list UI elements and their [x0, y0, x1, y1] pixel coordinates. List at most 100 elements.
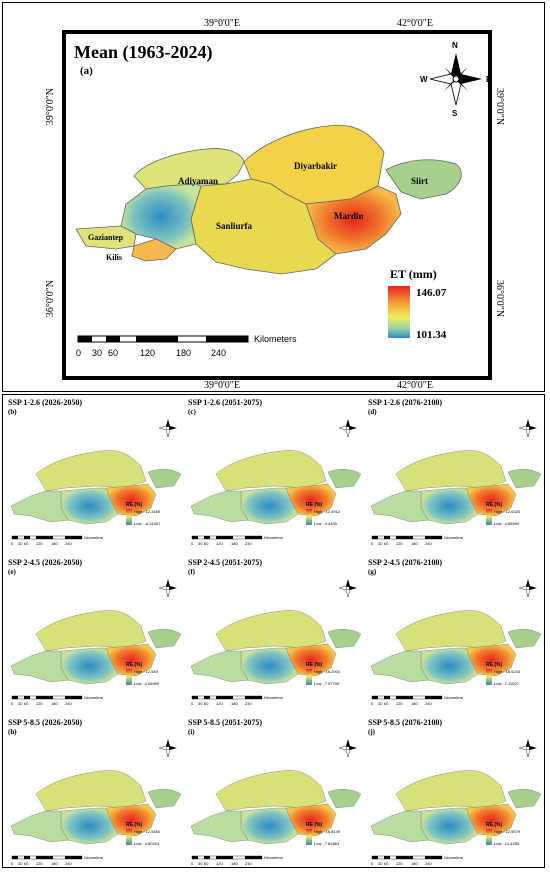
panel-legend-title: RE (%) [126, 502, 142, 508]
scenario-grid-frame [2, 394, 545, 868]
label-adiyaman: Adiyaman [178, 176, 218, 186]
label-kilis: Kilis [106, 253, 122, 262]
compass-n: N [452, 41, 458, 50]
panel-scale-tick: 240 [245, 541, 252, 546]
panel-scale-tick: 0 [371, 861, 374, 866]
compass-rose-icon [338, 419, 357, 438]
main-map-frame [2, 2, 545, 392]
panel-scale-tick: 180 [231, 541, 238, 546]
lon-label-top-1: 39°0'0"E [204, 18, 240, 29]
panel-scale-unit: Kilometers [84, 695, 103, 700]
scale-tick-240: 240 [211, 348, 226, 358]
panel-scale-tick: 0 [371, 541, 374, 546]
compass-rose-icon [518, 579, 537, 598]
panel-scale-tick: 0 [191, 541, 194, 546]
panel-legend-title: RE (%) [486, 822, 502, 828]
panel-region-west [190, 810, 249, 843]
panel-scale-tick: 30 [18, 701, 23, 706]
panel-scale-tick: 60 [384, 701, 389, 706]
panel-scale-tick: 240 [425, 861, 432, 866]
compass-rose-icon [518, 419, 537, 438]
panel-legend-title: RE (%) [126, 662, 142, 668]
panel-legend-bar [306, 829, 312, 845]
panel-scale-tick: 120 [216, 701, 223, 706]
panel-legend-low: Low : -6.51067 [134, 521, 161, 526]
panel-scale-bar [191, 535, 263, 540]
panel-region-west [190, 650, 249, 683]
panel-scale-tick: 0 [191, 861, 194, 866]
panel-map-svg: RE (%) High : 12.4912 Low : 4.4439 0 30 … [190, 419, 362, 546]
scenario-panel: SSP 1-2.6 (2026-2050) (b) [6, 396, 188, 554]
panel-scale-tick: 60 [24, 541, 29, 546]
panel-scale-tick: 30 [378, 861, 383, 866]
panel-label: (h) [8, 728, 17, 736]
main-map-svg: Diyarbakir Siirt Adiyaman Mardin Sanliur… [74, 41, 492, 358]
panel-label: (c) [188, 408, 196, 416]
legend-title: ET (mm) [390, 267, 437, 281]
panel-region-north [215, 770, 327, 812]
panel-scale-tick: 30 [18, 541, 23, 546]
scenario-panel: SSP 1-2.6 (2051-2075) (c) [186, 396, 368, 554]
panel-region-north [395, 610, 507, 652]
panel-scale-tick: 180 [231, 701, 238, 706]
lon-label-bottom-1: 39°0'0"E [204, 380, 240, 391]
lat-label-right-2: 36°0'0"N [494, 280, 505, 318]
label-siirt: Siirt [411, 176, 428, 186]
panel-map-svg: RE (%) High : 12.549 Low : 4.06999 0 30 … [10, 579, 182, 706]
lat-label-left-2: 36°0'0"N [45, 280, 56, 318]
panel-scale-tick: 180 [411, 861, 418, 866]
lat-label-left-1: 39°0'0"N [45, 88, 56, 126]
panel-scale-unit: Kilometers [444, 855, 463, 860]
region-sanliurfa [190, 178, 337, 275]
scale-tick-0: 0 [76, 348, 81, 358]
panel-region-north [215, 610, 327, 652]
panel-map-svg: RE (%) High : 12.6320 Low : 4.86599 0 30… [370, 419, 542, 546]
panel-legend-low: Low : 4.86599 [494, 521, 520, 526]
label-sanliurfa: Sanliurfa [216, 221, 253, 231]
panel-label: (b) [8, 408, 17, 416]
panel-scale-tick: 120 [216, 861, 223, 866]
panel-legend-high: High : 22.5579 [494, 829, 521, 834]
panel-legend-title: RE (%) [306, 822, 322, 828]
panel-map-svg: RE (%) High : 22.5579 Low : 12.4255 0 30… [370, 739, 542, 866]
scenario-panel: SSP 1-2.6 (2076-2100) (d) [366, 396, 548, 554]
panel-legend-bar [126, 669, 132, 685]
panel-region-west [370, 810, 429, 843]
label-diyarbakir: Diyarbakir [294, 161, 337, 171]
panel-title: SSP 5-8.5 (2051-2075) [188, 718, 262, 727]
panel-region-siirt [327, 789, 362, 809]
panel-region-west [10, 650, 69, 683]
panel-title: SSP 2-4.5 (2076-2100) [368, 558, 442, 567]
panel-scale-tick: 240 [425, 541, 432, 546]
panel-scale-tick: 240 [425, 701, 432, 706]
panel-scale-unit: Kilometers [264, 855, 283, 860]
panel-legend-low: Low : 7.11027 [494, 681, 520, 686]
panel-label: (d) [368, 408, 377, 416]
scale-tick-120: 120 [140, 348, 155, 358]
label-gaziantep: Gaziantep [88, 233, 124, 242]
panel-legend-low: Low : 4.80424 [134, 841, 160, 846]
panel-map-svg: RE (%) High : 12.3169 Low : -6.51067 0 3… [10, 419, 182, 546]
panel-region-siirt [507, 469, 542, 489]
panel-scale-tick: 120 [396, 701, 403, 706]
panel-region-siirt [327, 629, 362, 649]
panel-region-north [35, 450, 147, 492]
panel-scale-bar [11, 695, 83, 700]
panel-title: SSP 1-2.6 (2051-2075) [188, 398, 262, 407]
panel-region-north [35, 770, 147, 812]
legend-high-value: 146.07 [416, 287, 447, 299]
panel-scale-unit: Kilometers [444, 535, 463, 540]
panel-region-north [35, 610, 147, 652]
panel-legend-high: High : 16.8149 [314, 829, 341, 834]
panel-legend-low: Low : 4.06999 [134, 681, 160, 686]
scenario-panel: SSP 5-8.5 (2051-2075) (i) [186, 716, 368, 874]
panel-legend-low: Low : 12.4255 [494, 841, 520, 846]
panel-legend-title: RE (%) [306, 502, 322, 508]
panel-scale-unit: Kilometers [264, 695, 283, 700]
panel-scale-tick: 0 [11, 541, 14, 546]
panel-title: SSP 1-2.6 (2026-2050) [8, 398, 82, 407]
panel-scale-tick: 240 [245, 701, 252, 706]
panel-scale-bar [371, 695, 443, 700]
panel-legend-low: Low : 4.4439 [314, 521, 338, 526]
compass-rose-icon [158, 419, 177, 438]
